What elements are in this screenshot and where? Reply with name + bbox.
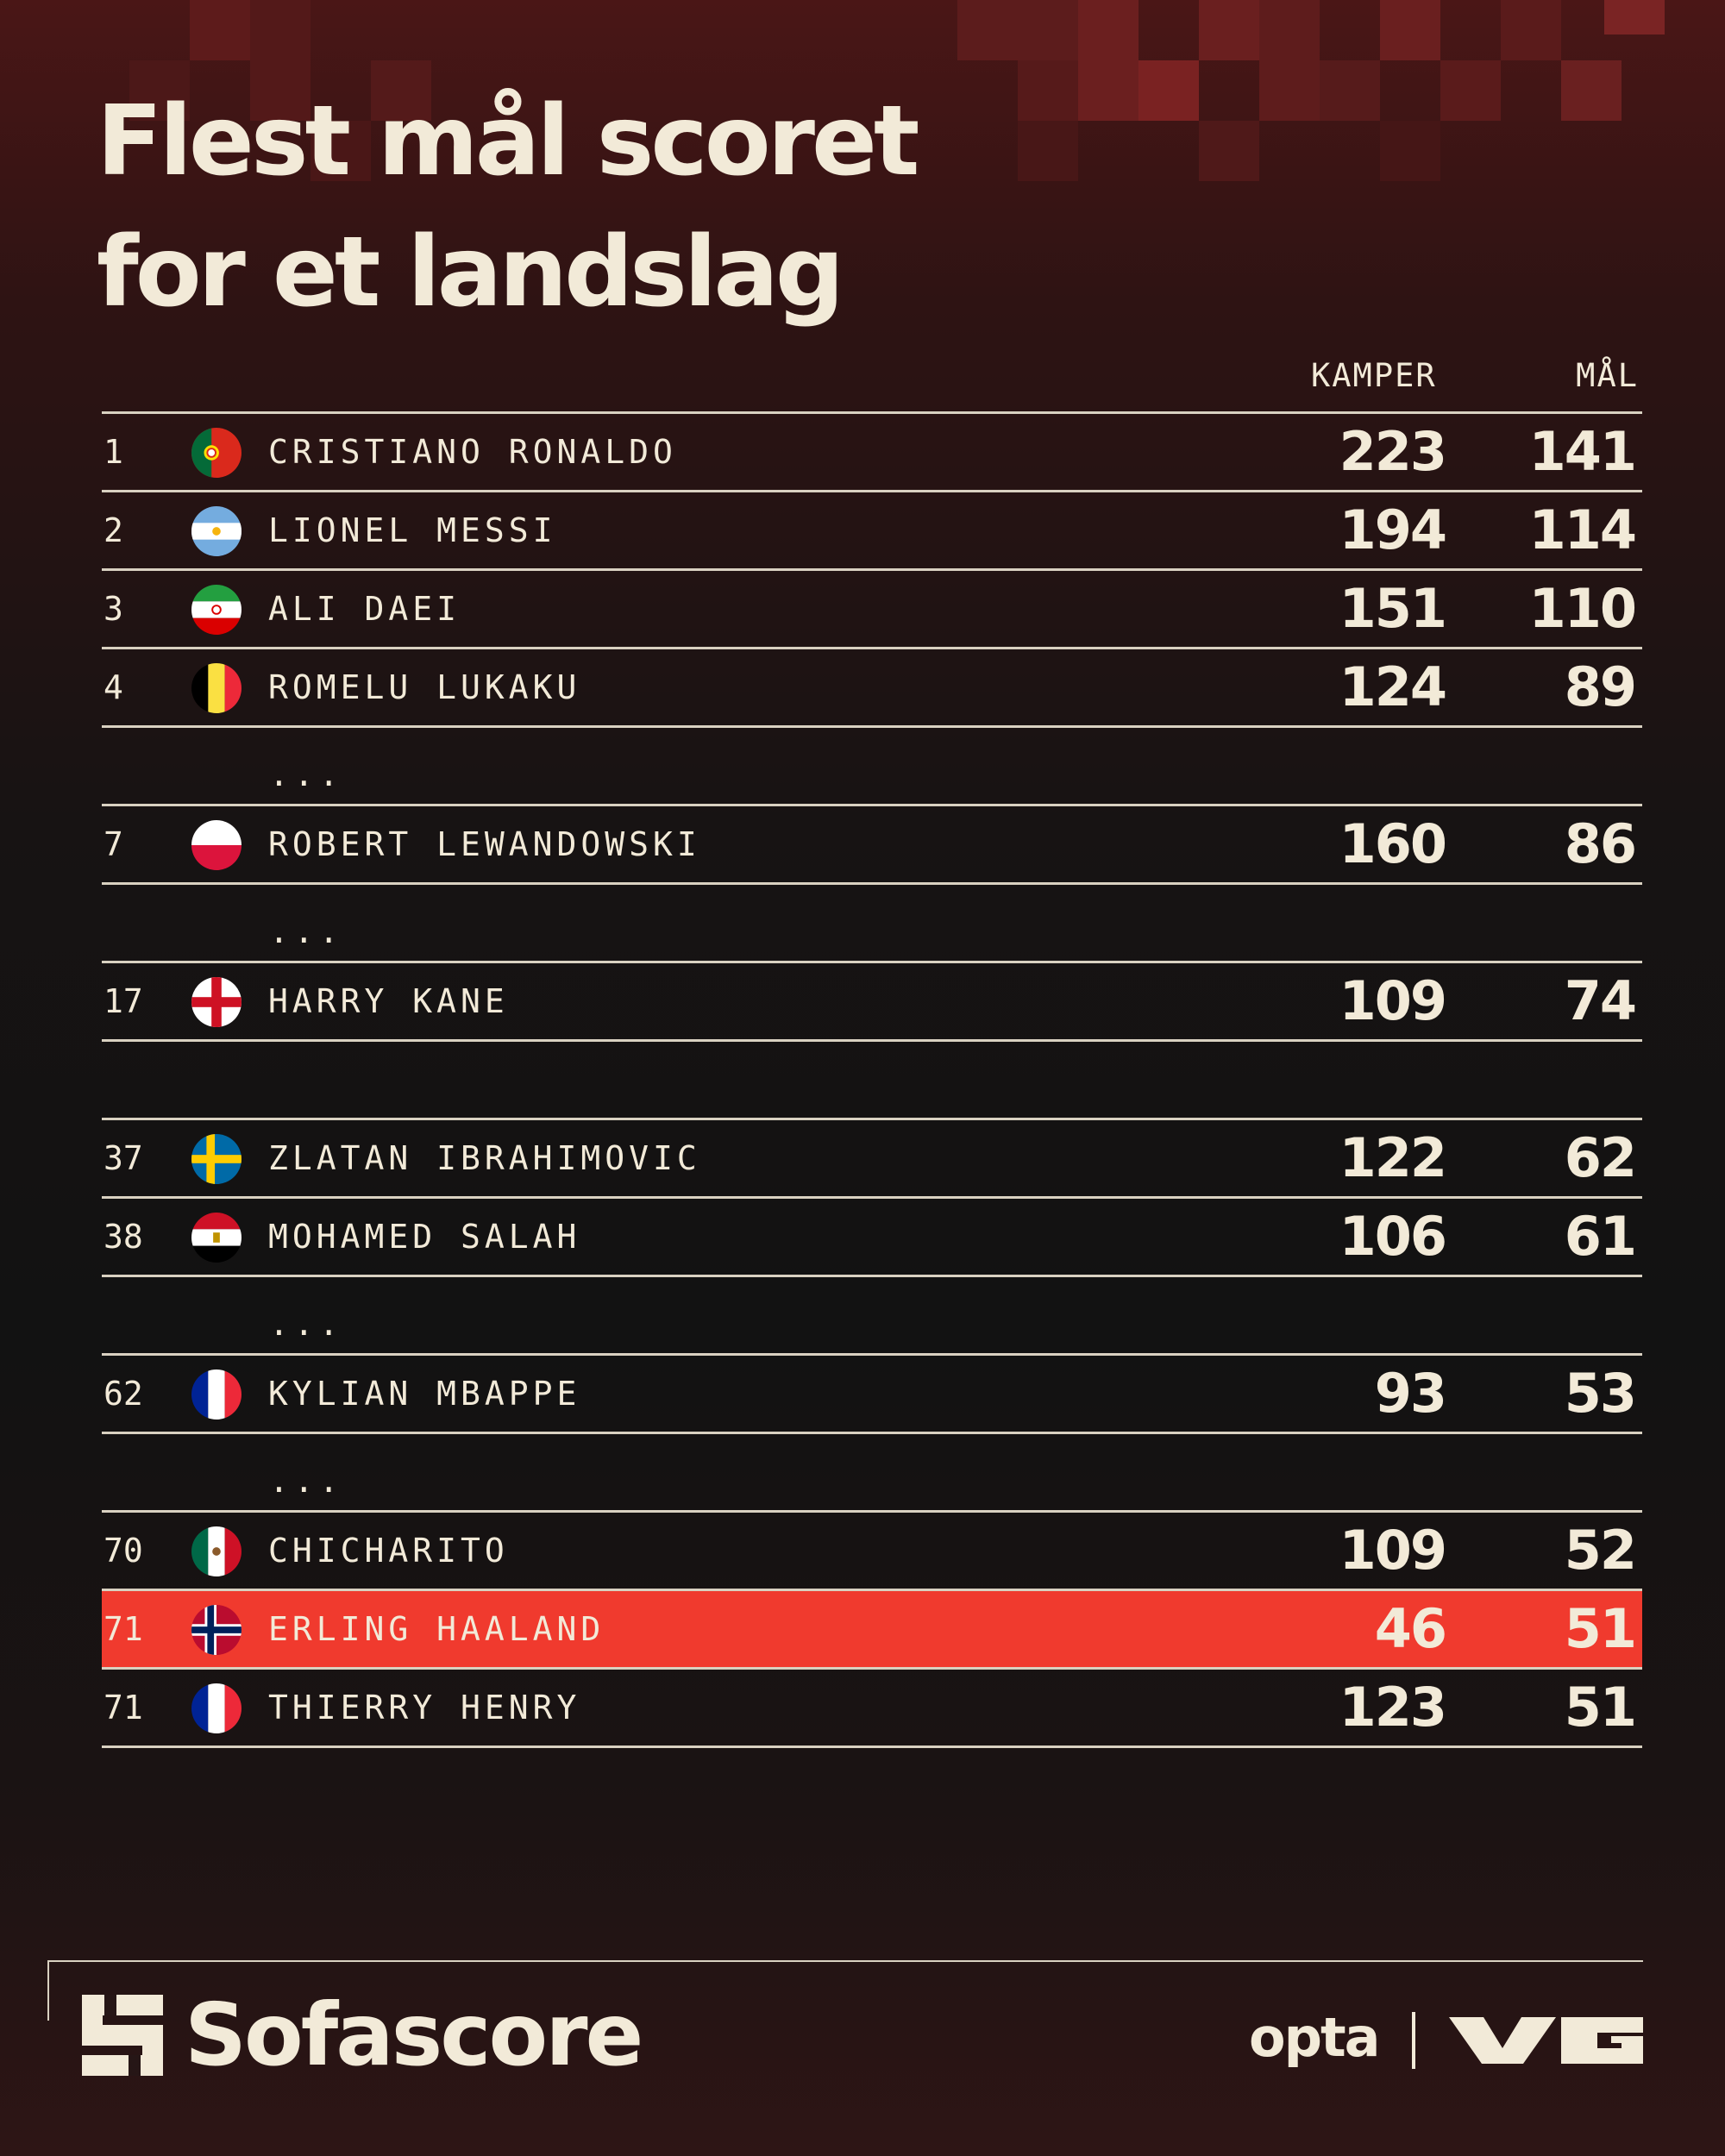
- player-name: KYLIAN MBAPPE: [268, 1375, 581, 1413]
- rank: 38: [104, 1218, 143, 1256]
- goals-value: 51: [1564, 1597, 1637, 1660]
- table-row: 7 ROBERT LEWANDOWSKI 160 86: [102, 804, 1642, 882]
- ellipsis-row: ...: [102, 1275, 1642, 1353]
- mexico-flag-icon: [191, 1526, 242, 1576]
- footer-divider: [47, 1960, 1643, 1962]
- matches-value: 122: [1339, 1126, 1447, 1189]
- player-name: ROMELU LUKAKU: [268, 668, 581, 706]
- rank: 1: [104, 433, 123, 471]
- player-name: ROBERT LEWANDOWSKI: [268, 825, 701, 863]
- sofascore-logo-icon: [82, 1995, 163, 2076]
- player-name: THIERRY HENRY: [268, 1689, 581, 1727]
- matches-value: 151: [1339, 577, 1447, 640]
- ellipsis-row: ...: [102, 725, 1642, 804]
- argentina-flag-icon: [191, 506, 242, 556]
- table-row: 37 ZLATAN IBRAHIMOVIC 122 62: [102, 1118, 1642, 1196]
- vg-logo-icon: [1449, 2017, 1643, 2064]
- column-header-kamper: KAMPER: [1311, 357, 1437, 394]
- goals-value: 89: [1564, 655, 1637, 718]
- england-flag-icon: [191, 977, 242, 1027]
- goals-value: 86: [1564, 812, 1637, 875]
- rank: 2: [104, 511, 123, 549]
- rank: 4: [104, 668, 123, 706]
- france-flag-icon: [191, 1369, 242, 1420]
- title-line-1: Flest mål scoret: [97, 85, 919, 197]
- rank: 3: [104, 590, 123, 628]
- matches-value: 46: [1374, 1597, 1447, 1660]
- player-name: MOHAMED SALAH: [268, 1218, 581, 1256]
- iran-flag-icon: [191, 585, 242, 635]
- ellipsis-row: ...: [102, 1432, 1642, 1510]
- player-name: CHICHARITO: [268, 1532, 509, 1570]
- norway-flag-icon: [191, 1605, 242, 1655]
- sweden-flag-icon: [191, 1134, 242, 1184]
- scorers-table: 1 CRISTIANO RONALDO 223 141 2 LIONEL MES…: [102, 411, 1642, 1748]
- portugal-flag-icon: [191, 428, 242, 478]
- goals-value: 114: [1528, 498, 1637, 561]
- player-name: ERLING HAALAND: [268, 1610, 605, 1648]
- footer-divider-tick: [47, 1960, 49, 2021]
- ellipsis: ...: [269, 1305, 344, 1343]
- rank: 71: [104, 1689, 143, 1727]
- player-name: ZLATAN IBRAHIMOVIC: [268, 1139, 701, 1177]
- rank: 37: [104, 1139, 143, 1177]
- logo-separator: [1412, 2012, 1415, 2069]
- matches-value: 109: [1339, 969, 1447, 1032]
- rank: 70: [104, 1532, 143, 1570]
- egypt-flag-icon: [191, 1213, 242, 1263]
- player-name: CRISTIANO RONALDO: [268, 433, 677, 471]
- table-row: 38 MOHAMED SALAH 106 61: [102, 1196, 1642, 1275]
- table-row: 17 HARRY KANE 109 74: [102, 961, 1642, 1039]
- goals-value: 52: [1564, 1519, 1637, 1582]
- goals-value: 51: [1564, 1676, 1637, 1739]
- france-flag-icon: [191, 1683, 242, 1733]
- table-row: 3 ALI DAEI 151 110: [102, 568, 1642, 647]
- rank: 7: [104, 825, 123, 863]
- matches-value: 123: [1339, 1676, 1447, 1739]
- goals-value: 110: [1528, 577, 1637, 640]
- column-header-mal: MÅL: [1576, 357, 1639, 394]
- ellipsis: ...: [269, 1462, 344, 1500]
- opta-logo: opta: [1249, 2006, 1380, 2069]
- table-row: 2 LIONEL MESSI 194 114: [102, 490, 1642, 568]
- matches-value: 106: [1339, 1205, 1447, 1268]
- matches-value: 194: [1339, 498, 1447, 561]
- table-row: 70 CHICHARITO 109 52: [102, 1510, 1642, 1589]
- goals-value: 74: [1564, 969, 1637, 1032]
- table-row: 62 KYLIAN MBAPPE 93 53: [102, 1353, 1642, 1432]
- rank: 62: [104, 1375, 143, 1413]
- sofascore-wordmark: Sofascore: [185, 1984, 643, 2085]
- goals-value: 61: [1564, 1205, 1637, 1268]
- rank: 71: [104, 1610, 143, 1648]
- table-row: 71 THIERRY HENRY 123 51: [102, 1667, 1642, 1748]
- goals-value: 62: [1564, 1126, 1637, 1189]
- player-name: LIONEL MESSI: [268, 511, 557, 549]
- title-line-2: for et landslag: [97, 216, 844, 329]
- matches-value: 93: [1374, 1362, 1447, 1425]
- goals-value: 141: [1528, 420, 1637, 483]
- player-name: ALI DAEI: [268, 590, 461, 628]
- matches-value: 223: [1339, 420, 1447, 483]
- belgium-flag-icon: [191, 663, 242, 713]
- player-name: HARRY KANE: [268, 982, 509, 1020]
- ellipsis: ...: [269, 755, 344, 793]
- matches-value: 160: [1339, 812, 1447, 875]
- rank: 17: [104, 982, 143, 1020]
- ellipsis: ...: [269, 912, 344, 950]
- table-row-highlighted: 71 ERLING HAALAND 46 51: [102, 1589, 1642, 1667]
- goals-value: 53: [1564, 1362, 1637, 1425]
- spacer-row: [102, 1039, 1642, 1118]
- poland-flag-icon: [191, 820, 242, 870]
- page-title: Flest mål scoret for et landslag: [97, 76, 919, 338]
- ellipsis-row: ...: [102, 882, 1642, 961]
- table-row: 1 CRISTIANO RONALDO 223 141: [102, 411, 1642, 490]
- table-row: 4 ROMELU LUKAKU 124 89: [102, 647, 1642, 725]
- matches-value: 109: [1339, 1519, 1447, 1582]
- matches-value: 124: [1339, 655, 1447, 718]
